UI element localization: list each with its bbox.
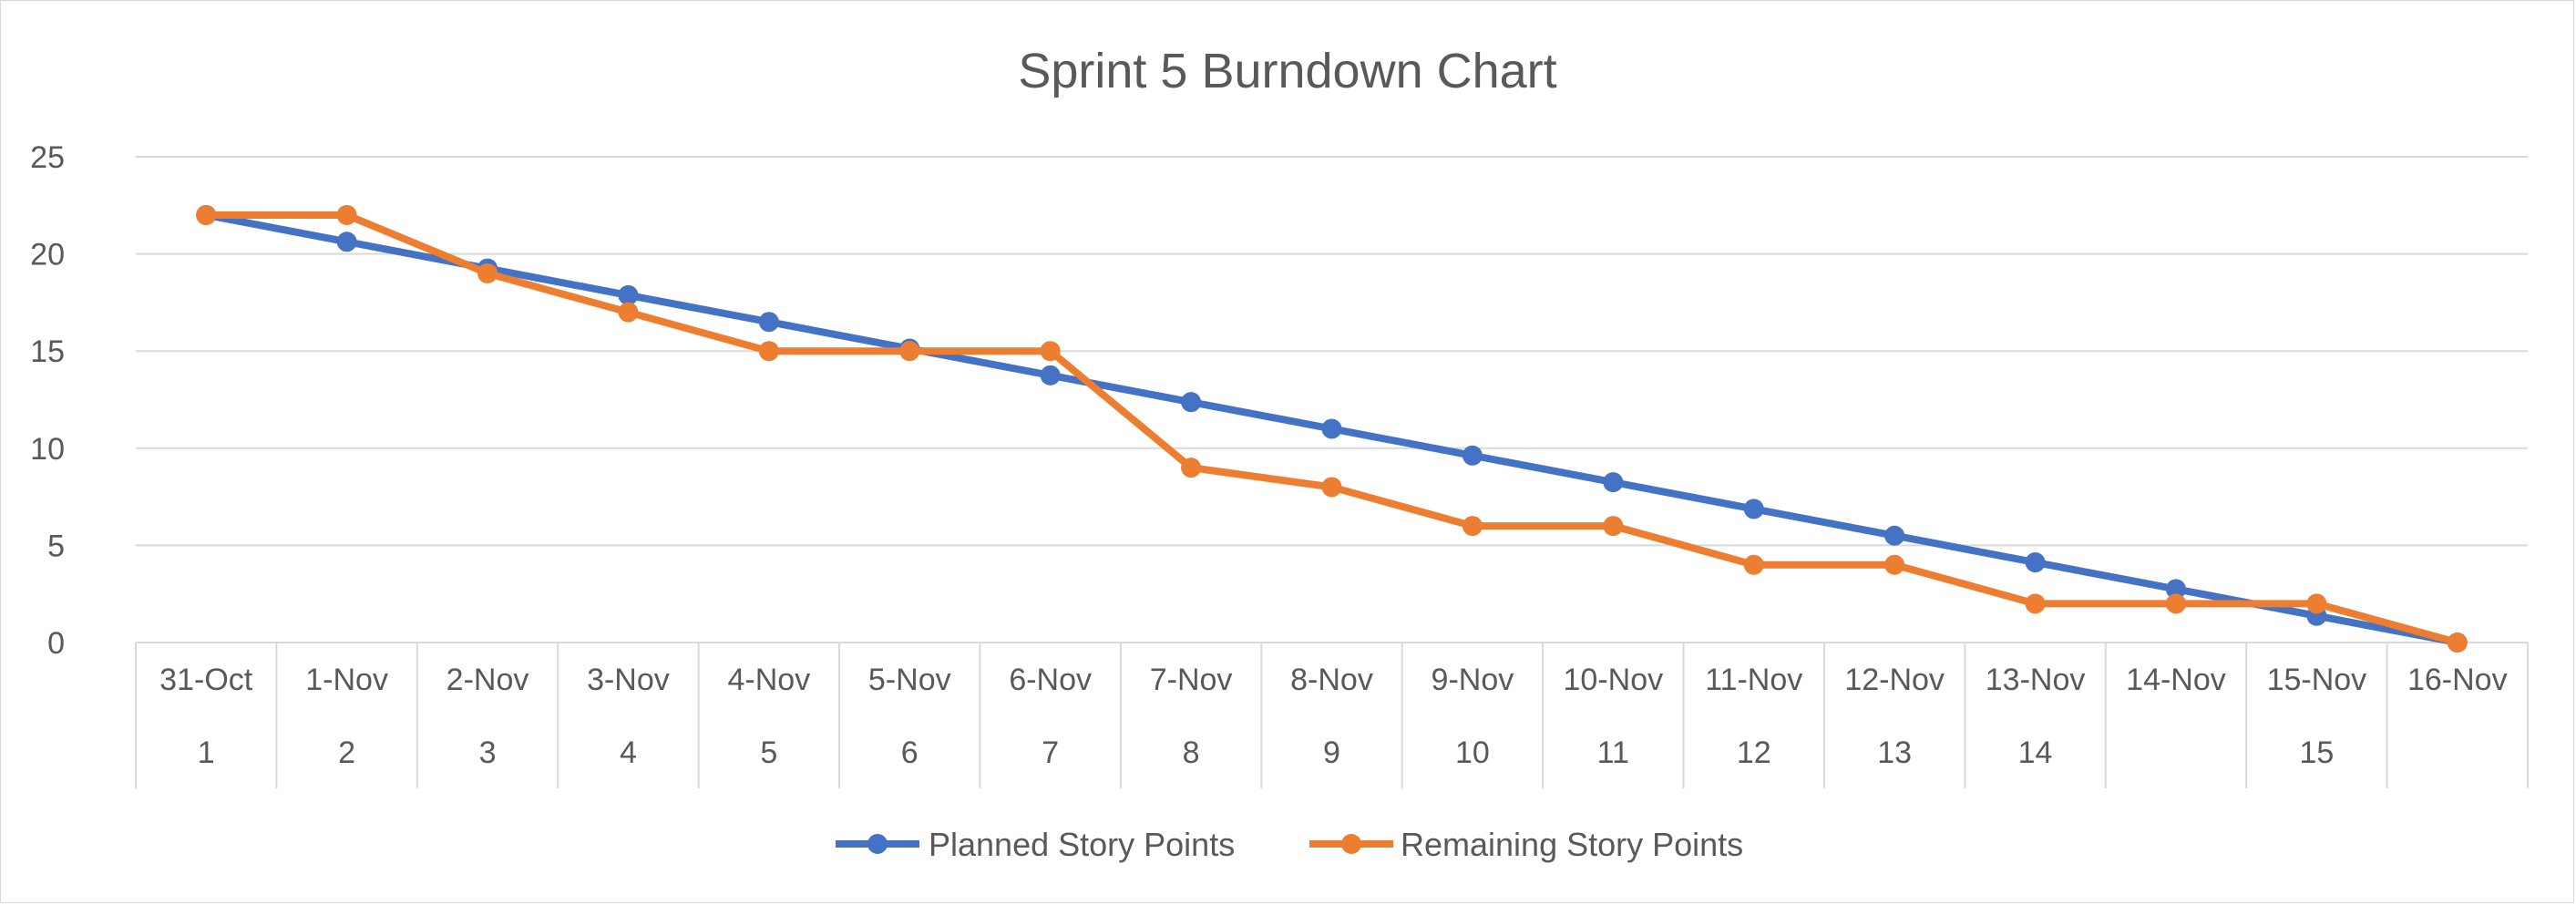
- series-layer: [196, 204, 2468, 653]
- series-remaining: [196, 204, 2468, 653]
- data-point: [1884, 525, 1905, 546]
- x-day-label: 9: [1323, 735, 1340, 770]
- series-planned: [196, 204, 2468, 653]
- data-point: [758, 341, 779, 362]
- x-day-label: 12: [1737, 735, 1771, 770]
- data-point: [477, 262, 498, 283]
- x-day-label: 8: [1183, 735, 1200, 770]
- data-point: [196, 204, 217, 225]
- data-point: [1603, 472, 1624, 493]
- legend-label: Remaining Story Points: [1401, 826, 1743, 863]
- legend-swatch-marker: [867, 834, 888, 854]
- data-point: [336, 204, 357, 225]
- y-tick-label: 5: [47, 529, 65, 563]
- x-day-label: 4: [620, 735, 637, 770]
- x-day-label: 15: [2299, 735, 2334, 770]
- data-point: [1462, 516, 1483, 537]
- data-point: [1462, 445, 1483, 466]
- x-tick-label: 5-Nov: [868, 663, 951, 697]
- legend: Planned Story Points Remaining Story Poin…: [836, 826, 1743, 863]
- x-tick-label: 3-Nov: [587, 663, 670, 697]
- data-point: [2025, 552, 2046, 573]
- x-day-label: 10: [1455, 735, 1490, 770]
- x-tick-label: 13-Nov: [1986, 663, 2086, 697]
- chart-title: Sprint 5 Burndown Chart: [1018, 44, 1556, 98]
- y-tick-label: 10: [30, 432, 65, 467]
- x-day-label: 13: [1877, 735, 1912, 770]
- data-point: [618, 302, 639, 323]
- data-point: [1181, 392, 1202, 413]
- x-tick-label: 14-Nov: [2126, 663, 2226, 697]
- data-point: [2306, 593, 2327, 614]
- x-day-label: 2: [338, 735, 355, 770]
- x-day-label: 1: [198, 735, 215, 770]
- y-tick-label: 15: [30, 334, 65, 369]
- gridlines: [136, 156, 2528, 643]
- data-point: [618, 284, 639, 305]
- x-tick-label: 6-Nov: [1009, 663, 1092, 697]
- data-point: [1321, 418, 1342, 439]
- x-day-label: 11: [1597, 735, 1629, 770]
- data-point: [2025, 593, 2046, 614]
- legend-item: Planned Story Points: [836, 826, 1235, 863]
- x-day-label: 14: [2018, 735, 2053, 770]
- x-tick-label: 1-Nov: [305, 663, 388, 697]
- data-point: [758, 312, 779, 333]
- data-point: [1181, 458, 1202, 478]
- x-tick-label: 11-Nov: [1705, 663, 1802, 697]
- x-tick-label: 9-Nov: [1432, 663, 1514, 697]
- x-tick-label: 15-Nov: [2267, 663, 2367, 697]
- data-point: [899, 341, 920, 362]
- data-point: [1603, 516, 1624, 537]
- x-day-label: 3: [479, 735, 497, 770]
- data-point: [2165, 593, 2186, 614]
- data-point: [1040, 341, 1061, 362]
- data-point: [1743, 554, 1764, 575]
- x-tick-label: 12-Nov: [1844, 663, 1945, 697]
- y-tick-label: 25: [30, 140, 65, 175]
- y-axis: 0 5 10 15 20 25: [30, 140, 65, 661]
- x-tick-label: 31-Oct: [159, 663, 253, 697]
- data-point: [1884, 554, 1905, 575]
- x-tick-label: 2-Nov: [446, 663, 529, 697]
- x-tick-label: 8-Nov: [1290, 663, 1373, 697]
- x-tick-label: 7-Nov: [1150, 663, 1233, 697]
- x-day-label: 7: [1042, 735, 1059, 770]
- legend-label: Planned Story Points: [929, 826, 1235, 863]
- data-point: [1321, 477, 1342, 498]
- legend-swatch-marker: [1341, 834, 1361, 854]
- data-point: [2165, 579, 2186, 600]
- x-axis: 31-Oct 1-Nov 2-Nov 3-Nov 4-Nov 5-Nov 6-Nov 7-No…: [135, 643, 2529, 788]
- data-point: [2447, 632, 2468, 653]
- x-day-label: 6: [901, 735, 919, 770]
- data-point: [1040, 365, 1061, 386]
- y-tick-label: 20: [30, 238, 65, 273]
- legend-item: Remaining Story Points: [1309, 826, 1743, 863]
- y-tick-label: 0: [47, 626, 65, 661]
- data-point: [1743, 499, 1764, 519]
- data-point: [336, 231, 357, 252]
- x-tick-label: 10-Nov: [1564, 663, 1664, 697]
- x-day-label: 5: [760, 735, 777, 770]
- x-tick-label: 4-Nov: [728, 663, 811, 697]
- x-tick-label: 16-Nov: [2407, 663, 2508, 697]
